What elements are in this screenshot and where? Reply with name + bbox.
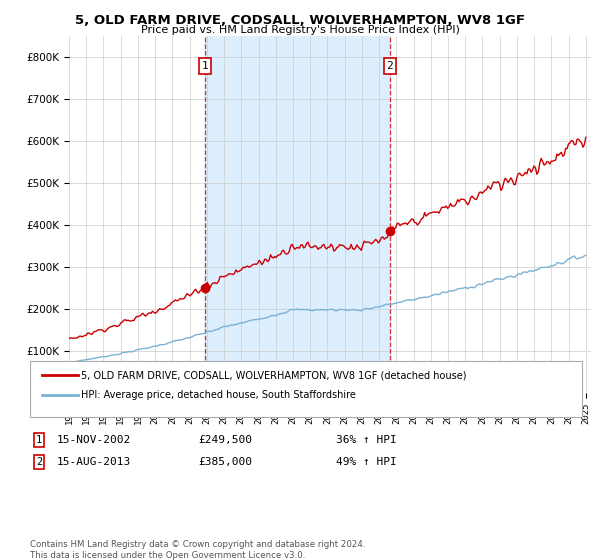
Text: 1: 1 [36,435,42,445]
Text: 49% ↑ HPI: 49% ↑ HPI [336,457,397,467]
Text: 15-NOV-2002: 15-NOV-2002 [57,435,131,445]
Bar [205,36,390,393]
Text: 15-AUG-2013: 15-AUG-2013 [57,457,131,467]
Text: 5, OLD FARM DRIVE, CODSALL, WOLVERHAMPTON, WV8 1GF (detached house): 5, OLD FARM DRIVE, CODSALL, WOLVERHAMPTO… [81,370,467,380]
Text: 1: 1 [202,60,208,71]
Text: 36% ↑ HPI: 36% ↑ HPI [336,435,397,445]
Text: £385,000: £385,000 [198,457,252,467]
Text: 2: 2 [36,457,42,467]
Text: Price paid vs. HM Land Registry's House Price Index (HPI): Price paid vs. HM Land Registry's House … [140,25,460,35]
Text: Contains HM Land Registry data © Crown copyright and database right 2024.
This d: Contains HM Land Registry data © Crown c… [30,540,365,560]
Text: HPI: Average price, detached house, South Staffordshire: HPI: Average price, detached house, Sout… [81,390,356,400]
Text: £249,500: £249,500 [198,435,252,445]
Text: 5, OLD FARM DRIVE, CODSALL, WOLVERHAMPTON, WV8 1GF: 5, OLD FARM DRIVE, CODSALL, WOLVERHAMPTO… [75,14,525,27]
Text: 2: 2 [386,60,393,71]
